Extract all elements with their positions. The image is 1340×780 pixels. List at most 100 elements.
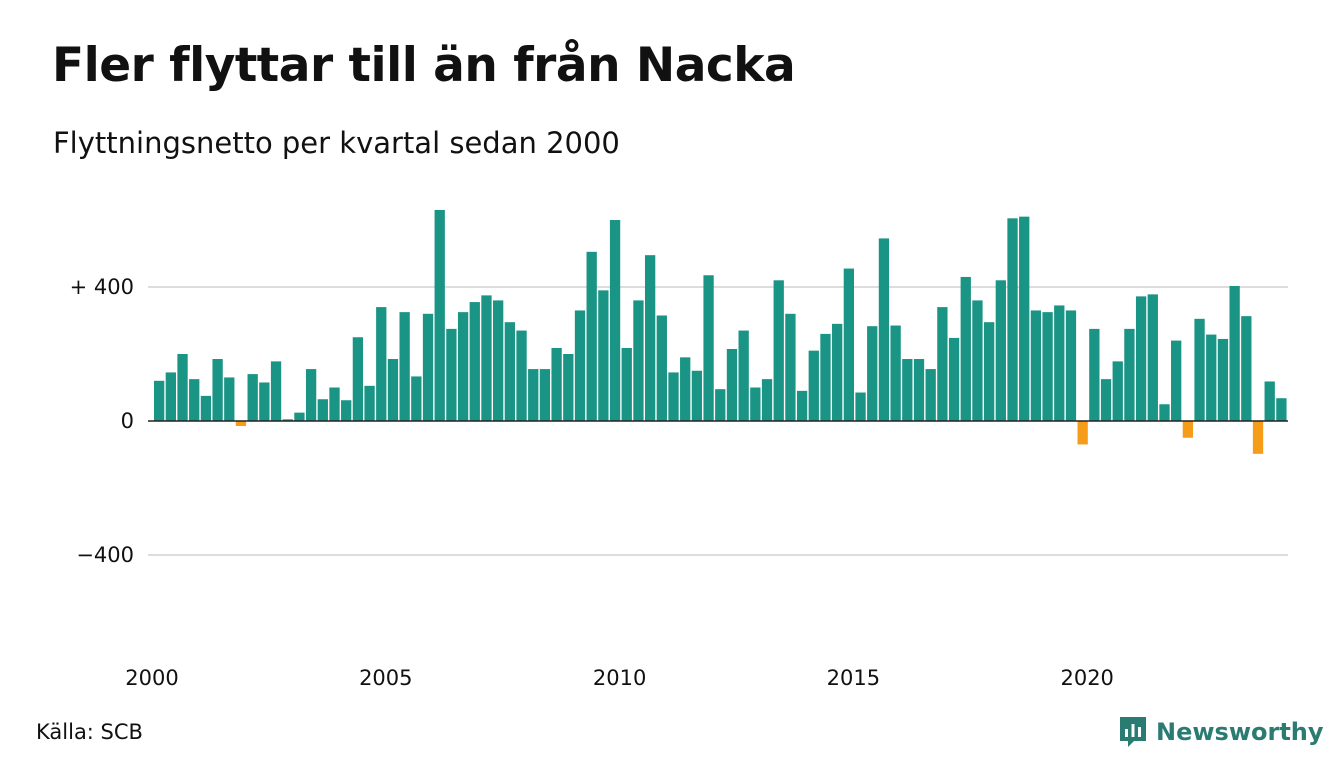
bar xyxy=(446,328,457,422)
bar xyxy=(738,330,749,421)
bar xyxy=(1171,340,1182,421)
bar xyxy=(504,322,515,422)
x-tick-label: 2005 xyxy=(359,666,412,690)
bar xyxy=(761,379,773,422)
bar xyxy=(212,359,223,421)
bar xyxy=(972,300,983,421)
bar xyxy=(750,387,761,421)
newsworthy-logo[interactable]: Newsworthy xyxy=(1118,714,1324,750)
bar xyxy=(773,280,784,421)
bar xyxy=(983,322,995,422)
bar xyxy=(341,400,352,421)
bar xyxy=(516,330,527,421)
bar xyxy=(1217,338,1229,422)
bar xyxy=(820,333,831,421)
bar xyxy=(598,290,609,421)
bar xyxy=(165,372,176,422)
bar xyxy=(995,280,1006,421)
bar xyxy=(656,315,667,422)
bar xyxy=(843,268,855,421)
bar xyxy=(259,382,270,422)
bar xyxy=(1089,328,1100,422)
bar xyxy=(364,385,375,421)
bar xyxy=(644,255,656,421)
newsworthy-logo-icon xyxy=(1120,717,1146,747)
bar xyxy=(493,300,504,421)
brand-name: Newsworthy xyxy=(1156,718,1324,746)
x-tick-label: 2020 xyxy=(1060,666,1113,690)
bar xyxy=(1030,310,1042,421)
bar xyxy=(715,389,726,422)
bar xyxy=(1264,381,1275,421)
bar xyxy=(1077,421,1088,445)
bar xyxy=(422,313,434,421)
bar xyxy=(1065,310,1077,421)
bar xyxy=(1147,294,1158,421)
bar xyxy=(376,307,387,421)
y-tick-label: 0 xyxy=(121,409,134,433)
bar xyxy=(1112,361,1123,421)
bar-chart: + 400 0 −400 2000 2005 2010 2015 2020 xyxy=(70,209,1288,690)
bar xyxy=(247,374,258,421)
bar xyxy=(1252,421,1264,454)
bar xyxy=(1042,312,1053,422)
bar xyxy=(925,369,936,421)
bar xyxy=(411,376,422,421)
bar xyxy=(235,421,247,427)
bar xyxy=(586,251,597,421)
bar xyxy=(937,307,948,421)
bar xyxy=(352,337,364,421)
bar xyxy=(890,325,901,421)
bar xyxy=(785,313,796,421)
bar xyxy=(469,302,480,421)
bar xyxy=(200,395,212,422)
bar xyxy=(913,359,925,421)
bar xyxy=(1007,218,1018,421)
bar xyxy=(1019,216,1030,421)
bar xyxy=(948,337,960,421)
bar xyxy=(726,348,738,422)
bar xyxy=(867,326,878,421)
bar xyxy=(563,354,574,421)
bar xyxy=(1276,398,1287,421)
bar xyxy=(960,276,971,421)
bar xyxy=(317,399,328,422)
bar xyxy=(481,295,492,422)
x-tick-label: 2015 xyxy=(827,666,880,690)
bar xyxy=(1229,286,1240,421)
bar xyxy=(633,300,644,421)
bar xyxy=(1182,421,1194,438)
bar xyxy=(668,372,679,422)
bar xyxy=(878,238,890,421)
x-tick-label: 2000 xyxy=(125,666,178,690)
bar xyxy=(1135,296,1147,421)
bar xyxy=(1100,379,1112,422)
bar xyxy=(282,419,293,421)
bar xyxy=(691,370,703,421)
bar xyxy=(224,377,235,421)
bar xyxy=(329,387,340,421)
bar xyxy=(539,369,551,421)
bar xyxy=(1194,318,1205,421)
bar xyxy=(434,209,445,421)
bar xyxy=(551,347,562,421)
chart-title: Fler flyttar till än från Nacka xyxy=(52,38,796,93)
x-axis-ticks: 2000 2005 2010 2015 2020 xyxy=(125,666,1114,690)
bars xyxy=(154,209,1287,454)
y-tick-label: −400 xyxy=(76,543,134,567)
bar xyxy=(680,357,691,421)
bar xyxy=(177,354,188,421)
bar xyxy=(574,310,586,421)
grid-lines xyxy=(148,286,1288,556)
y-axis-ticks: + 400 0 −400 xyxy=(70,275,134,567)
y-tick-label: + 400 xyxy=(70,275,134,299)
bar xyxy=(270,361,282,421)
bar xyxy=(305,369,317,421)
source-label: Källa: SCB xyxy=(36,720,143,744)
bar xyxy=(1124,328,1135,422)
bar xyxy=(621,347,632,421)
bar xyxy=(855,392,866,421)
bar xyxy=(1206,334,1217,421)
bar xyxy=(1054,305,1065,422)
bar xyxy=(387,359,399,421)
